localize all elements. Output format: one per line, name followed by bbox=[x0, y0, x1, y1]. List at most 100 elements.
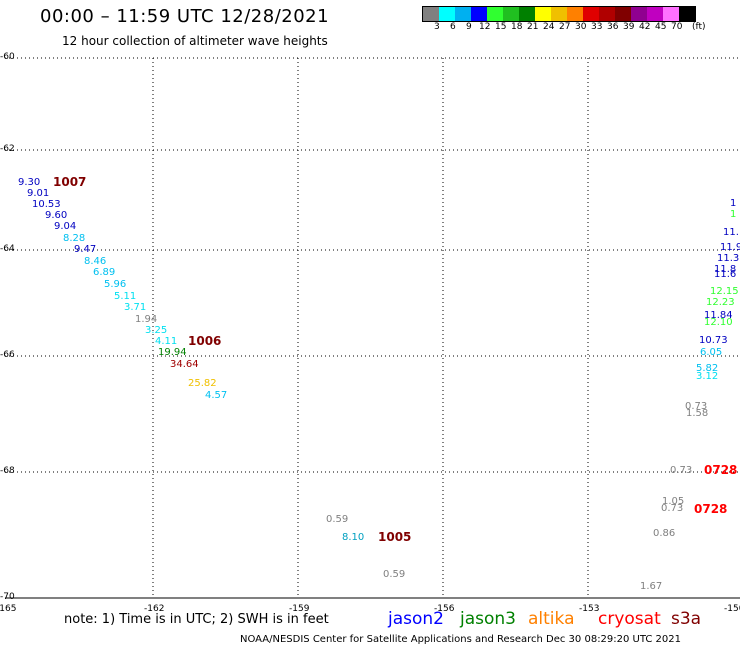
wave-height-label: 11.6 bbox=[714, 269, 737, 280]
wave-height-label: 10.73 bbox=[699, 335, 728, 346]
color-legend bbox=[422, 6, 696, 22]
legend-swatch bbox=[503, 7, 519, 21]
wave-height-label: 10.53 bbox=[32, 199, 61, 210]
satellite-name: altika bbox=[528, 609, 575, 629]
pressure-label: 0728 bbox=[704, 463, 738, 477]
wave-height-label: 0.59 bbox=[383, 569, 406, 580]
legend-label: 3 bbox=[434, 22, 440, 32]
legend-swatch bbox=[519, 7, 535, 21]
wave-height-label: 0.73 bbox=[661, 503, 684, 514]
wave-height-label: 0.73 bbox=[670, 465, 693, 476]
wave-height-label: 6.05 bbox=[700, 347, 723, 358]
wave-height-label: 9.01 bbox=[27, 188, 50, 199]
legend-swatch bbox=[551, 7, 567, 21]
longitude-label: -162 bbox=[144, 604, 165, 614]
pressure-label: 1005 bbox=[378, 530, 412, 544]
longitude-label: -165 bbox=[0, 604, 17, 614]
wave-height-label: 11.9 bbox=[720, 242, 740, 253]
legend-swatch bbox=[535, 7, 551, 21]
wave-height-label: 8.28 bbox=[63, 233, 86, 244]
wave-height-label: 9.47 bbox=[74, 244, 97, 255]
wave-height-label: 0.86 bbox=[653, 528, 676, 539]
legend-label: 33 bbox=[591, 22, 603, 32]
wave-height-label: 4.57 bbox=[205, 390, 228, 401]
wave-height-label: 34.64 bbox=[170, 359, 199, 370]
latitude-label: -62 bbox=[0, 144, 15, 154]
satellite-name: jason3 bbox=[460, 609, 516, 629]
wave-height-label: 8.46 bbox=[84, 256, 107, 267]
legend-label: 6 bbox=[450, 22, 456, 32]
satellite-name: cryosat bbox=[598, 609, 661, 629]
latitude-label: -66 bbox=[0, 350, 15, 360]
wave-height-label: 5.11 bbox=[114, 291, 137, 302]
legend-swatch bbox=[647, 7, 663, 21]
legend-label: 15 bbox=[495, 22, 507, 32]
wave-height-label: 12.10 bbox=[704, 317, 733, 328]
legend-swatch bbox=[583, 7, 599, 21]
wave-height-label: 9.60 bbox=[45, 210, 68, 221]
wave-height-label: 11. bbox=[723, 227, 739, 238]
legend-swatch bbox=[471, 7, 487, 21]
legend-swatch bbox=[455, 7, 471, 21]
legend-label: 12 bbox=[479, 22, 491, 32]
legend-unit: (ft) bbox=[692, 22, 706, 32]
wave-height-label: 5.82 bbox=[696, 363, 719, 374]
legend-swatch bbox=[439, 7, 455, 21]
wave-height-label: 8.10 bbox=[342, 532, 365, 543]
longitude-label: -153 bbox=[579, 604, 600, 614]
wave-height-label: 19.94 bbox=[158, 347, 187, 358]
legend-swatch bbox=[615, 7, 631, 21]
wave-height-label: 1.58 bbox=[686, 408, 709, 419]
legend-label: 27 bbox=[559, 22, 571, 32]
longitude-label: -159 bbox=[289, 604, 310, 614]
legend-label: 18 bbox=[511, 22, 523, 32]
wave-height-label: 3.25 bbox=[145, 325, 168, 336]
wave-height-label: 11.8 bbox=[714, 264, 737, 275]
wave-height-label: 1 bbox=[730, 198, 737, 209]
legend-label: 42 bbox=[639, 22, 651, 32]
wave-height-label: 1.67 bbox=[640, 581, 663, 592]
wave-height-label: 9.04 bbox=[54, 221, 77, 232]
wave-height-label: 9.30 bbox=[18, 177, 41, 188]
wave-height-label: 3.71 bbox=[124, 302, 147, 313]
footer-note: note: 1) Time is in UTC; 2) SWH is in fe… bbox=[64, 612, 329, 627]
legend-label: 45 bbox=[655, 22, 667, 32]
longitude-label: -156 bbox=[434, 604, 455, 614]
legend-label: 24 bbox=[543, 22, 555, 32]
wave-height-label: 1 bbox=[730, 209, 737, 220]
legend-swatch bbox=[423, 7, 439, 21]
wave-height-label: 4.11 bbox=[155, 336, 178, 347]
wave-height-label: 0.59 bbox=[326, 514, 349, 525]
wave-height-label: 0.73 bbox=[685, 401, 708, 412]
legend-swatch bbox=[567, 7, 583, 21]
satellite-name: jason2 bbox=[388, 609, 444, 629]
wave-height-label: 11.3 bbox=[717, 253, 740, 264]
latitude-label: -64 bbox=[0, 244, 15, 254]
wave-height-label: 6.89 bbox=[93, 267, 116, 278]
legend-label: 9 bbox=[466, 22, 472, 32]
wave-height-label: 25.82 bbox=[188, 378, 217, 389]
pressure-label: 1007 bbox=[53, 175, 87, 189]
wave-height-label: 12.23 bbox=[706, 297, 735, 308]
legend-swatch bbox=[663, 7, 679, 21]
legend-swatch bbox=[679, 7, 695, 21]
wave-height-label: 11.84 bbox=[704, 310, 733, 321]
latitude-label: -68 bbox=[0, 466, 15, 476]
wave-height-label: 1.94 bbox=[135, 314, 158, 325]
legend-label: 21 bbox=[527, 22, 539, 32]
legend-swatch bbox=[631, 7, 647, 21]
wave-height-label: 12.15 bbox=[710, 286, 739, 297]
wave-height-label: 3.12 bbox=[696, 371, 719, 382]
legend-swatch bbox=[599, 7, 615, 21]
legend-label: 36 bbox=[607, 22, 619, 32]
pressure-label: 0728 bbox=[694, 502, 728, 516]
latitude-label: -60 bbox=[0, 52, 15, 62]
page-subtitle: 12 hour collection of altimeter wave hei… bbox=[62, 34, 328, 48]
legend-label: 30 bbox=[575, 22, 587, 32]
satellite-name: s3a bbox=[671, 609, 702, 629]
credit-line: NOAA/NESDIS Center for Satellite Applica… bbox=[240, 634, 682, 645]
legend-label: 70 bbox=[671, 22, 683, 32]
longitude-label: -150 bbox=[724, 604, 740, 614]
wave-height-label: 5.96 bbox=[104, 279, 127, 290]
